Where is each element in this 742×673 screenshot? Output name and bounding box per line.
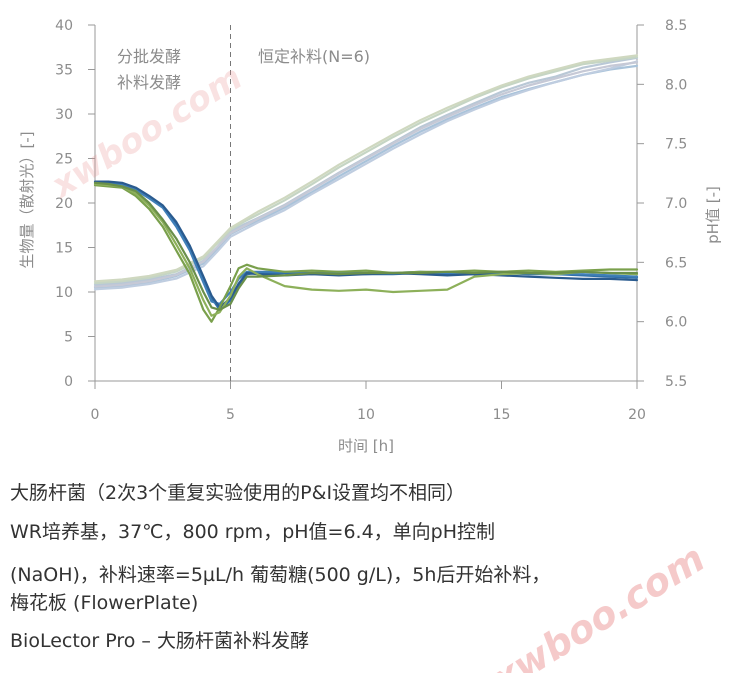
- x-axis: 0 5 10 15 20: [91, 380, 646, 423]
- biomass-series-line-3: [93, 60, 639, 291]
- left-tick-label: 30: [55, 107, 73, 123]
- right-tick-label: 8.0: [665, 77, 687, 93]
- right-tick-label: 7.0: [665, 196, 687, 212]
- caption-line-4: 梅花板 (FlowerPlate): [10, 592, 199, 614]
- caption-line-2: WR培养基，37℃，800 rpm，pH值=6.4，单向pH控制: [10, 521, 496, 543]
- caption-line-3: (NaOH)，补料速率=5µL/h 葡萄糖(500 g/L)，5h后开始补料，: [10, 564, 551, 586]
- annotation-constant-feed: 恒定补料(N=6): [258, 47, 370, 66]
- left-tick-label: 25: [55, 152, 73, 168]
- caption-line-1: 大肠杆菌（2次3个重复实验使用的P&I设置均不相同）: [10, 482, 466, 504]
- right-tick-label: 6.0: [665, 315, 687, 331]
- right-y-axis: 5.5 6.0 6.5 7.0 7.5 8.0 8.5: [636, 18, 687, 390]
- y2-axis-title: pH值 [-]: [704, 186, 722, 244]
- left-tick-label: 35: [55, 63, 73, 79]
- x-tick-label: 5: [226, 407, 235, 423]
- annotation-batch: 分批发酵: [117, 47, 181, 66]
- right-tick-label: 5.5: [665, 374, 687, 390]
- left-tick-label: 15: [55, 241, 73, 257]
- left-tick-label: 20: [55, 196, 73, 212]
- ph-series-line-11: [93, 181, 639, 311]
- right-tick-label: 6.5: [665, 255, 687, 271]
- right-tick-label: 8.5: [665, 18, 687, 34]
- series-layer: [93, 54, 639, 323]
- fermentation-chart: 0 5 10 15 20 25 30 35 40 5.5 6.0 6.5 7.0 7.5 8.0 8.5 0…: [18, 18, 722, 455]
- right-tick-label: 7.5: [665, 137, 687, 153]
- caption-line-5: BioLector Pro – 大肠杆菌补料发酵: [10, 630, 309, 652]
- x-tick-label: 20: [628, 407, 646, 423]
- x-tick-label: 10: [357, 407, 375, 423]
- left-tick-label: 40: [55, 18, 73, 34]
- x-axis-title: 时间 [h]: [338, 437, 394, 455]
- ph-series-line-10: [93, 182, 639, 317]
- y-axis-title: 生物量（散射光）[-]: [18, 131, 36, 268]
- left-tick-label: 0: [64, 374, 73, 390]
- x-tick-label: 15: [493, 407, 511, 423]
- ph-series-line-9: [93, 184, 639, 323]
- annotation-fedbatch: 补料发酵: [117, 73, 181, 92]
- left-tick-label: 10: [55, 285, 73, 301]
- biomass-series-line-5: [93, 61, 639, 288]
- x-tick-label: 0: [91, 407, 100, 423]
- left-y-axis: 0 5 10 15 20 25 30 35 40: [55, 18, 96, 390]
- biomass-series-line-1: [93, 64, 639, 289]
- left-tick-label: 5: [64, 330, 73, 346]
